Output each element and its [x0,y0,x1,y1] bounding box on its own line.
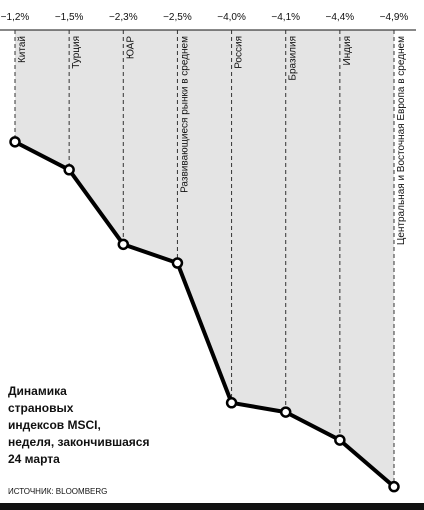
plot: −1,2% Китай −1,5% Турция −2,3% ЮАР −2,5% Развив… [0,12,416,493]
category-label: Индия [342,36,353,66]
source: ИСТОЧНИК: BLOOMBERG [8,487,107,496]
value-label: −1,2% [1,12,30,23]
point [63,164,75,176]
category-label: Развивающиеся рынки в среднем [179,36,190,193]
category-label: ЮАР [125,36,136,59]
point [279,406,292,418]
category-label: Бразилия [288,36,299,81]
value-label: −4,4% [326,12,355,23]
value-label: −1,5% [55,12,84,23]
point [171,257,184,269]
value-label: −2,5% [163,12,192,23]
title-line: страновых [8,401,74,415]
line [14,140,396,489]
point [117,238,130,251]
category-label: Китай [17,36,28,63]
footer-bar [0,503,424,510]
annotation: Динамика страновых индексов MSCI, неделя, з… [8,384,150,466]
point [388,480,400,493]
value-label: −4,9% [380,12,409,23]
title-line: 24 марта [8,452,60,466]
title-line: индексов MSCI, [8,418,101,432]
category-label: Турция [71,36,82,69]
value-label: −4,1% [271,12,300,23]
category-label: Центральная и Восточная Европа в среднем [396,36,407,245]
point [334,434,346,446]
point [225,397,238,409]
title-line: неделя, закончившаяся [8,435,150,449]
category-label: Россия [234,36,245,69]
value-label: −4,0% [217,12,246,23]
area [15,30,394,487]
title-line: Динамика [8,384,67,398]
point [9,136,21,148]
value-label: −2,3% [109,12,138,23]
